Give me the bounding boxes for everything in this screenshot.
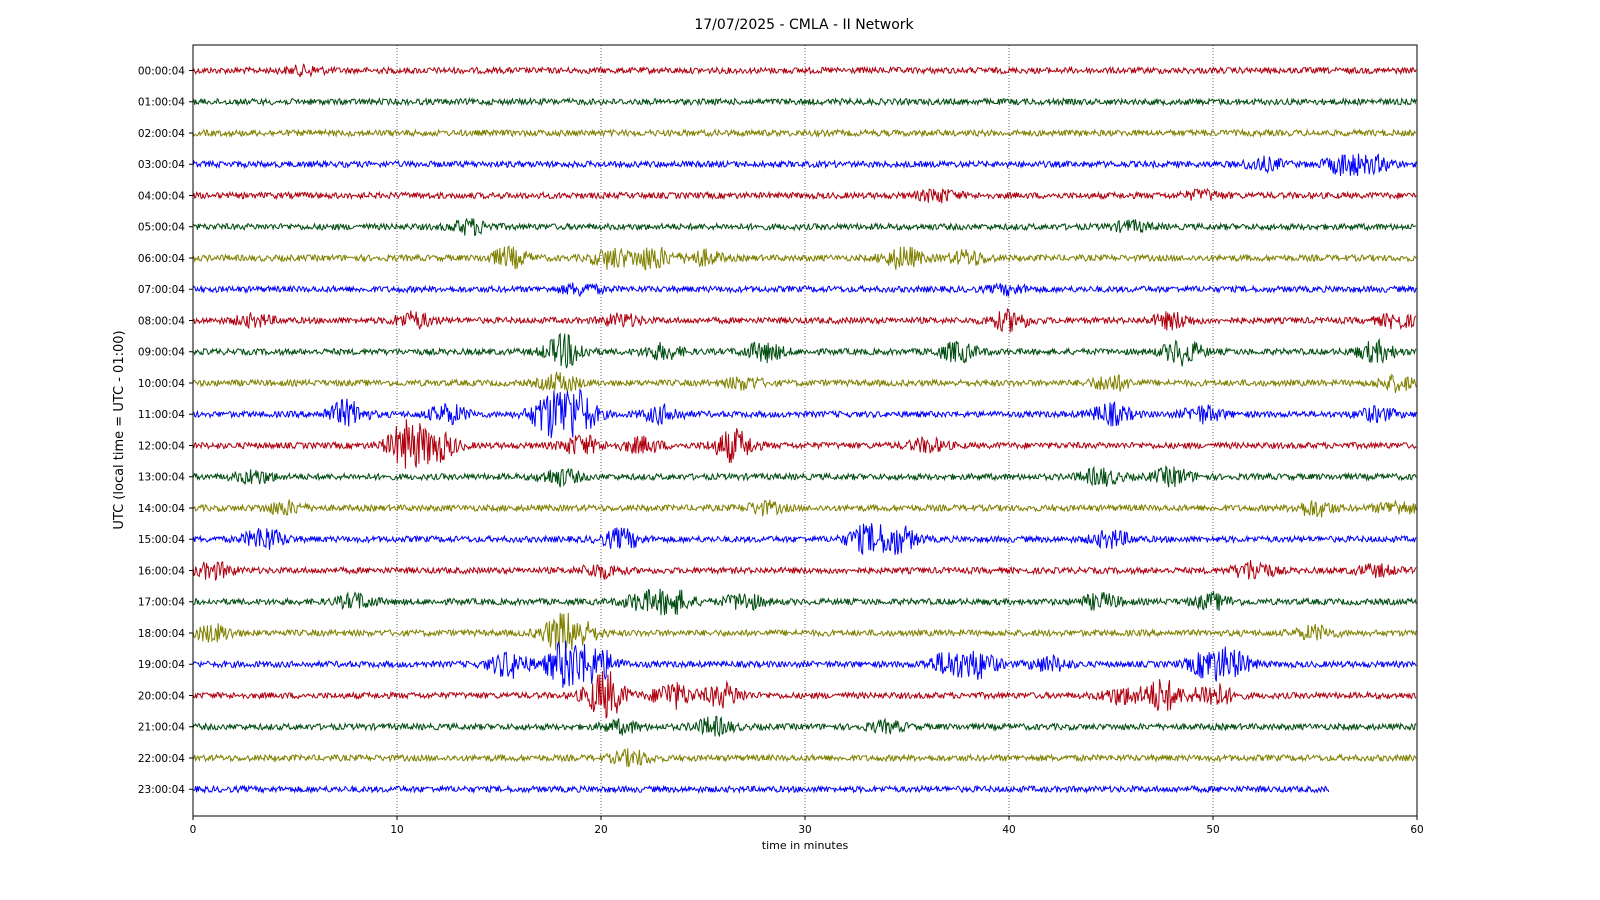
trace-line [192,499,1417,518]
trace-line [192,282,1417,298]
trace-line [192,308,1417,333]
trace-line [192,523,1417,556]
y-tick-label: 12:00:04 [138,440,185,452]
x-tick-label: 10 [390,824,403,836]
y-tick-label: 03:00:04 [138,159,185,171]
x-axis-ticks: 0 10 20 30 40 50 60 [190,816,1424,836]
trace-line [192,640,1417,688]
y-tick-label: 09:00:04 [138,347,185,359]
grid-lines [396,45,1214,816]
y-tick-label: 10:00:04 [138,378,185,390]
y-tick-label: 16:00:04 [138,565,185,577]
y-tick-label: 21:00:04 [138,722,185,734]
trace-line [192,715,1417,738]
x-tick-label: 20 [594,824,607,836]
trace-line [192,245,1417,271]
y-tick-label: 02:00:04 [138,128,185,140]
trace-line [192,187,1417,204]
y-tick-label: 22:00:04 [138,753,185,765]
trace-line [192,388,1417,439]
y-tick-label: 05:00:04 [138,222,185,234]
y-tick-label: 19:00:04 [138,659,185,671]
y-tick-label: 08:00:04 [138,315,185,327]
x-tick-label: 60 [1410,824,1423,836]
trace-line [192,419,1417,469]
y-tick-label: 07:00:04 [138,284,185,296]
x-tick-label: 50 [1206,824,1219,836]
trace-line [192,96,1417,107]
y-tick-label: 04:00:04 [138,190,185,202]
y-tick-label: 01:00:04 [138,97,185,109]
chart-title: 17/07/2025 - CMLA - II Network [694,17,914,33]
y-tick-label: 18:00:04 [138,628,185,640]
trace-line [192,748,1417,768]
x-axis-label: time in minutes [762,839,849,852]
y-tick-label: 06:00:04 [138,253,185,265]
y-tick-labels: 00:00:04 01:00:04 02:00:04 03:00:04 04:00:04… [138,65,193,796]
trace-line [192,671,1417,719]
trace-line [192,127,1417,138]
y-tick-label: 14:00:04 [138,503,185,515]
trace-line [192,63,1417,78]
y-axis-label: UTC (local time = UTC - 01:00) [112,330,127,529]
trace-line [192,217,1417,237]
y-tick-label: 00:00:04 [138,65,185,77]
y-tick-label: 23:00:04 [138,784,185,796]
trace-line [192,332,1417,369]
trace-line [192,465,1417,488]
x-tick-label: 0 [190,824,197,836]
trace-line [192,588,1417,616]
trace-line [192,560,1417,581]
y-tick-label: 15:00:04 [138,534,185,546]
trace-line [192,612,1417,651]
y-tick-label: 13:00:04 [138,472,185,484]
y-tick-label: 11:00:04 [138,409,185,421]
plot-frame [192,44,1418,817]
x-tick-label: 30 [798,824,811,836]
y-tick-label: 17:00:04 [138,597,185,609]
x-tick-label: 40 [1002,824,1015,836]
trace-line [192,784,1330,795]
traces [192,63,1417,795]
trace-line [192,371,1417,394]
y-tick-label: 20:00:04 [138,690,185,702]
trace-line [192,153,1417,176]
